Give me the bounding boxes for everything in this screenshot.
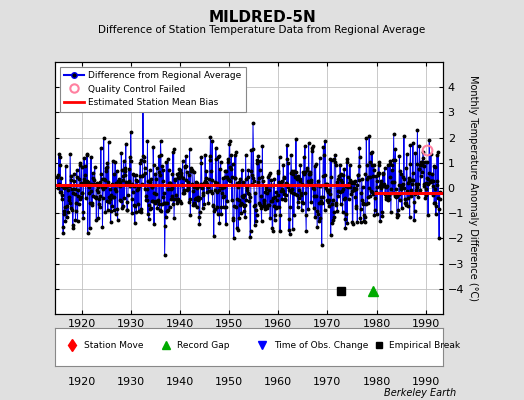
Text: 1940: 1940 xyxy=(166,377,194,387)
Text: Record Gap: Record Gap xyxy=(177,340,230,350)
Text: Time of Obs. Change: Time of Obs. Change xyxy=(274,340,368,350)
Text: Berkeley Earth: Berkeley Earth xyxy=(384,388,456,398)
Legend: Difference from Regional Average, Quality Control Failed, Estimated Station Mean: Difference from Regional Average, Qualit… xyxy=(60,66,246,112)
Text: 1960: 1960 xyxy=(264,377,292,387)
Text: 1990: 1990 xyxy=(411,377,440,387)
Text: Empirical Break: Empirical Break xyxy=(389,340,461,350)
Text: 1920: 1920 xyxy=(68,377,96,387)
Text: MILDRED-5N: MILDRED-5N xyxy=(208,10,316,25)
Text: Station Move: Station Move xyxy=(84,340,144,350)
Y-axis label: Monthly Temperature Anomaly Difference (°C): Monthly Temperature Anomaly Difference (… xyxy=(468,75,478,301)
Text: 1970: 1970 xyxy=(313,377,342,387)
Text: 1930: 1930 xyxy=(117,377,145,387)
Text: 1980: 1980 xyxy=(363,377,391,387)
Text: 1950: 1950 xyxy=(215,377,243,387)
Text: Difference of Station Temperature Data from Regional Average: Difference of Station Temperature Data f… xyxy=(99,25,425,35)
